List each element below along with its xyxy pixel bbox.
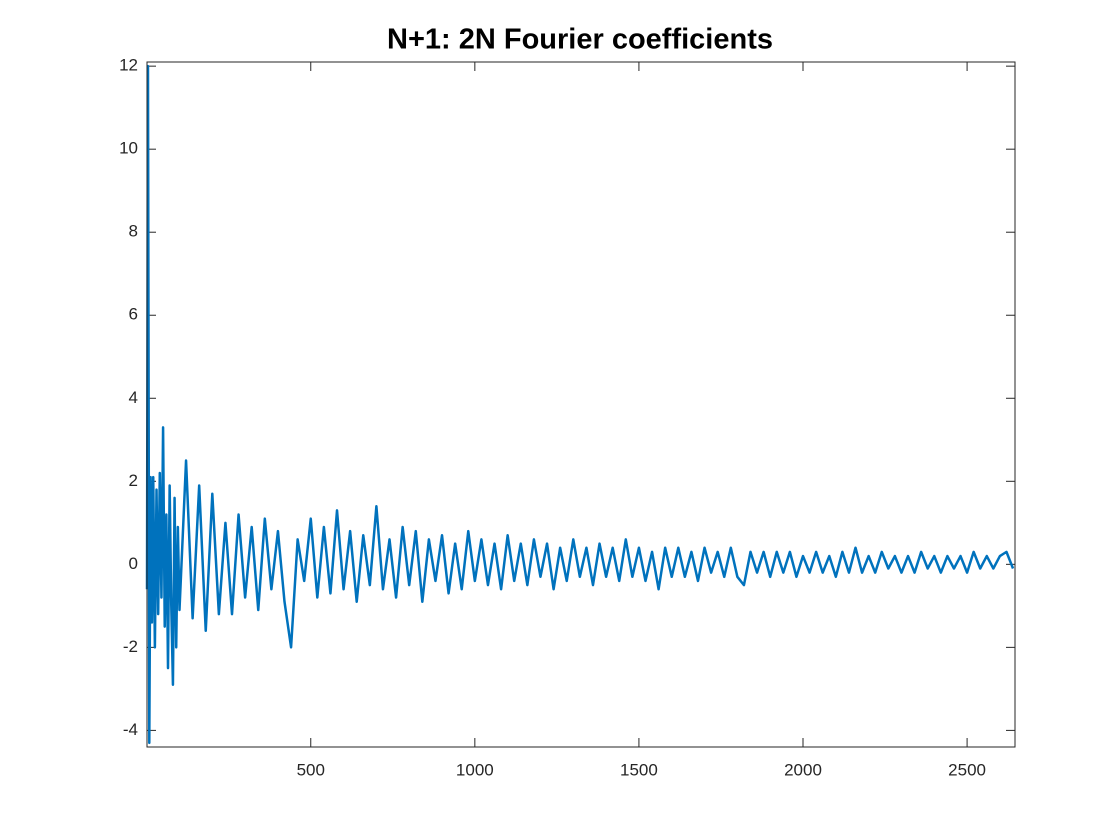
y-tick-label: 0 [129,554,138,573]
y-tick-label: -4 [123,720,138,739]
chart-title: N+1: 2N Fourier coefficients [387,24,773,56]
y-tick-label: 2 [129,471,138,490]
x-tick-label: 2500 [948,760,986,779]
x-tick-label: 1000 [456,760,494,779]
y-tick-label: 8 [129,222,138,241]
x-tick-label: 500 [297,760,325,779]
y-tick-label: 6 [129,305,138,324]
axes-box [146,61,1016,748]
y-tick-label: 12 [119,56,138,75]
y-tick-label: 4 [129,388,138,407]
y-tick-label: 10 [119,139,138,158]
x-tick-label: 1500 [620,760,658,779]
data-line [145,64,1015,745]
x-tick-label: 2000 [784,760,822,779]
y-tick-label: -2 [123,637,138,656]
